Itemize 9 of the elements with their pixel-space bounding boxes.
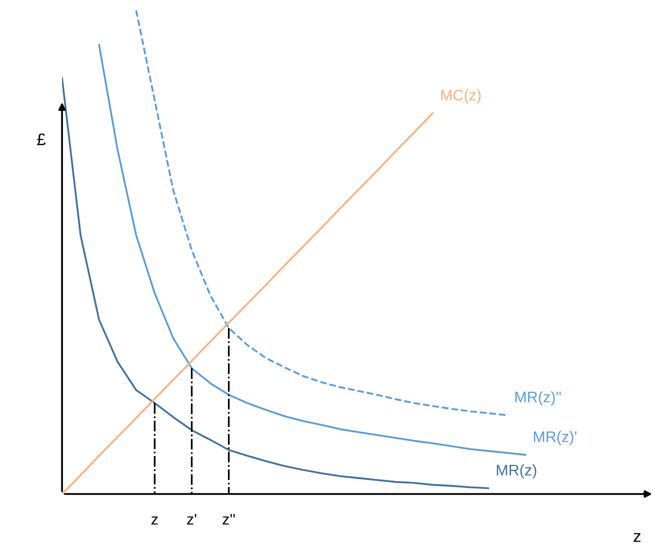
x-tick-label: z' bbox=[187, 514, 196, 525]
series-label: MR(z)'' bbox=[515, 391, 561, 406]
x-tick-label: z bbox=[151, 516, 158, 525]
series-label: MC(z) bbox=[441, 89, 481, 104]
series-label: MR(z)' bbox=[534, 430, 576, 446]
series-label: MR(z) bbox=[496, 464, 536, 479]
x-tick-label: z'' bbox=[222, 514, 235, 525]
x-axis-title: z bbox=[634, 533, 641, 542]
y-axis-title: £ bbox=[37, 133, 46, 146]
